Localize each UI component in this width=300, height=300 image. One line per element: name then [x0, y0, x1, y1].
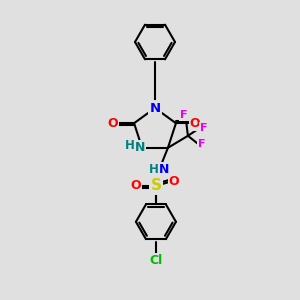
Text: O: O: [169, 175, 179, 188]
Text: O: O: [130, 179, 141, 192]
Text: N: N: [159, 163, 169, 176]
Text: N: N: [149, 101, 161, 115]
Text: F: F: [198, 139, 206, 149]
Text: O: O: [190, 117, 200, 130]
Text: F: F: [200, 123, 208, 133]
Text: F: F: [180, 110, 188, 120]
Text: O: O: [108, 117, 118, 130]
Text: H: H: [125, 139, 135, 152]
Text: S: S: [150, 178, 161, 193]
Text: N: N: [135, 141, 145, 154]
Text: Cl: Cl: [149, 254, 163, 267]
Text: H: H: [149, 163, 159, 176]
